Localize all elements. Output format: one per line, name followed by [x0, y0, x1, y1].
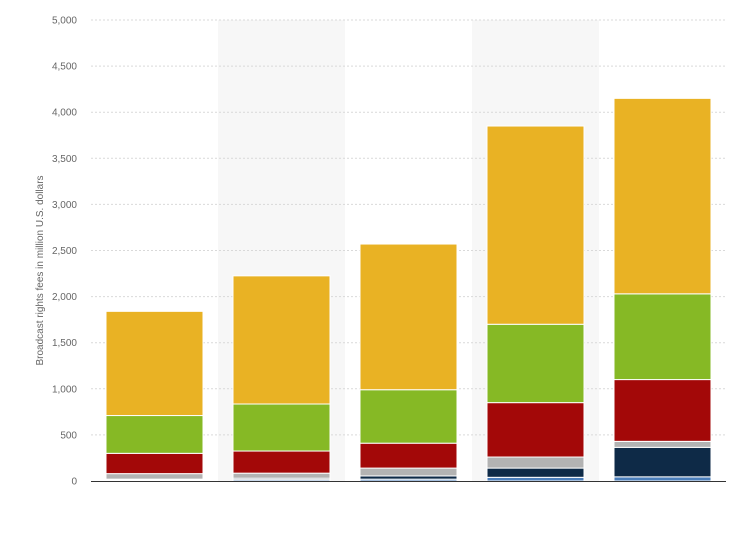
y-tick-label: 500	[60, 430, 77, 441]
bar-segment[interactable]	[359, 442, 458, 469]
y-tick-label: 4,500	[52, 62, 77, 73]
bar-segment[interactable]	[486, 456, 585, 469]
bar-segment[interactable]	[613, 446, 712, 478]
bar-segment[interactable]	[359, 243, 458, 391]
bar-segment[interactable]	[232, 472, 331, 479]
bar-segment[interactable]	[232, 450, 331, 474]
y-tick-label: 2,500	[52, 246, 77, 257]
bar-segment[interactable]	[613, 293, 712, 381]
bar-segment[interactable]	[232, 403, 331, 452]
bar-segment[interactable]	[105, 415, 204, 454]
bar-segment[interactable]	[105, 310, 204, 417]
bar-segment[interactable]	[486, 476, 585, 482]
bar-segment[interactable]	[613, 379, 712, 442]
bar-segment[interactable]	[486, 323, 585, 404]
y-tick-label: 5,000	[52, 16, 77, 27]
bar-segment[interactable]	[359, 467, 458, 477]
bar-segment[interactable]	[613, 97, 712, 295]
y-axis-ticks: 0 500 1,000 1,500 2,000 2,500 3,000 3,500 4,000 4…	[52, 16, 77, 488]
bar-segment[interactable]	[105, 473, 204, 480]
y-tick-label: 1,500	[52, 338, 77, 349]
bars	[105, 97, 712, 482]
y-tick-label: 3,000	[52, 200, 77, 211]
bar-segment[interactable]	[486, 402, 585, 458]
bar-segment[interactable]	[359, 389, 458, 444]
y-tick-label: 1,000	[52, 384, 77, 395]
bar-segment[interactable]	[232, 275, 331, 405]
y-tick-label: 2,000	[52, 292, 77, 303]
y-tick-label: 0	[71, 477, 77, 488]
y-tick-label: 4,000	[52, 108, 77, 119]
y-tick-label: 3,500	[52, 154, 77, 165]
bar-segment[interactable]	[105, 452, 204, 475]
bar-segment[interactable]	[613, 440, 712, 448]
bar-segment[interactable]	[486, 125, 585, 325]
bar-segment[interactable]	[486, 467, 585, 478]
bar-segment[interactable]	[613, 476, 712, 482]
y-axis-title: Broadcast rights fees in million U.S. do…	[35, 175, 46, 365]
